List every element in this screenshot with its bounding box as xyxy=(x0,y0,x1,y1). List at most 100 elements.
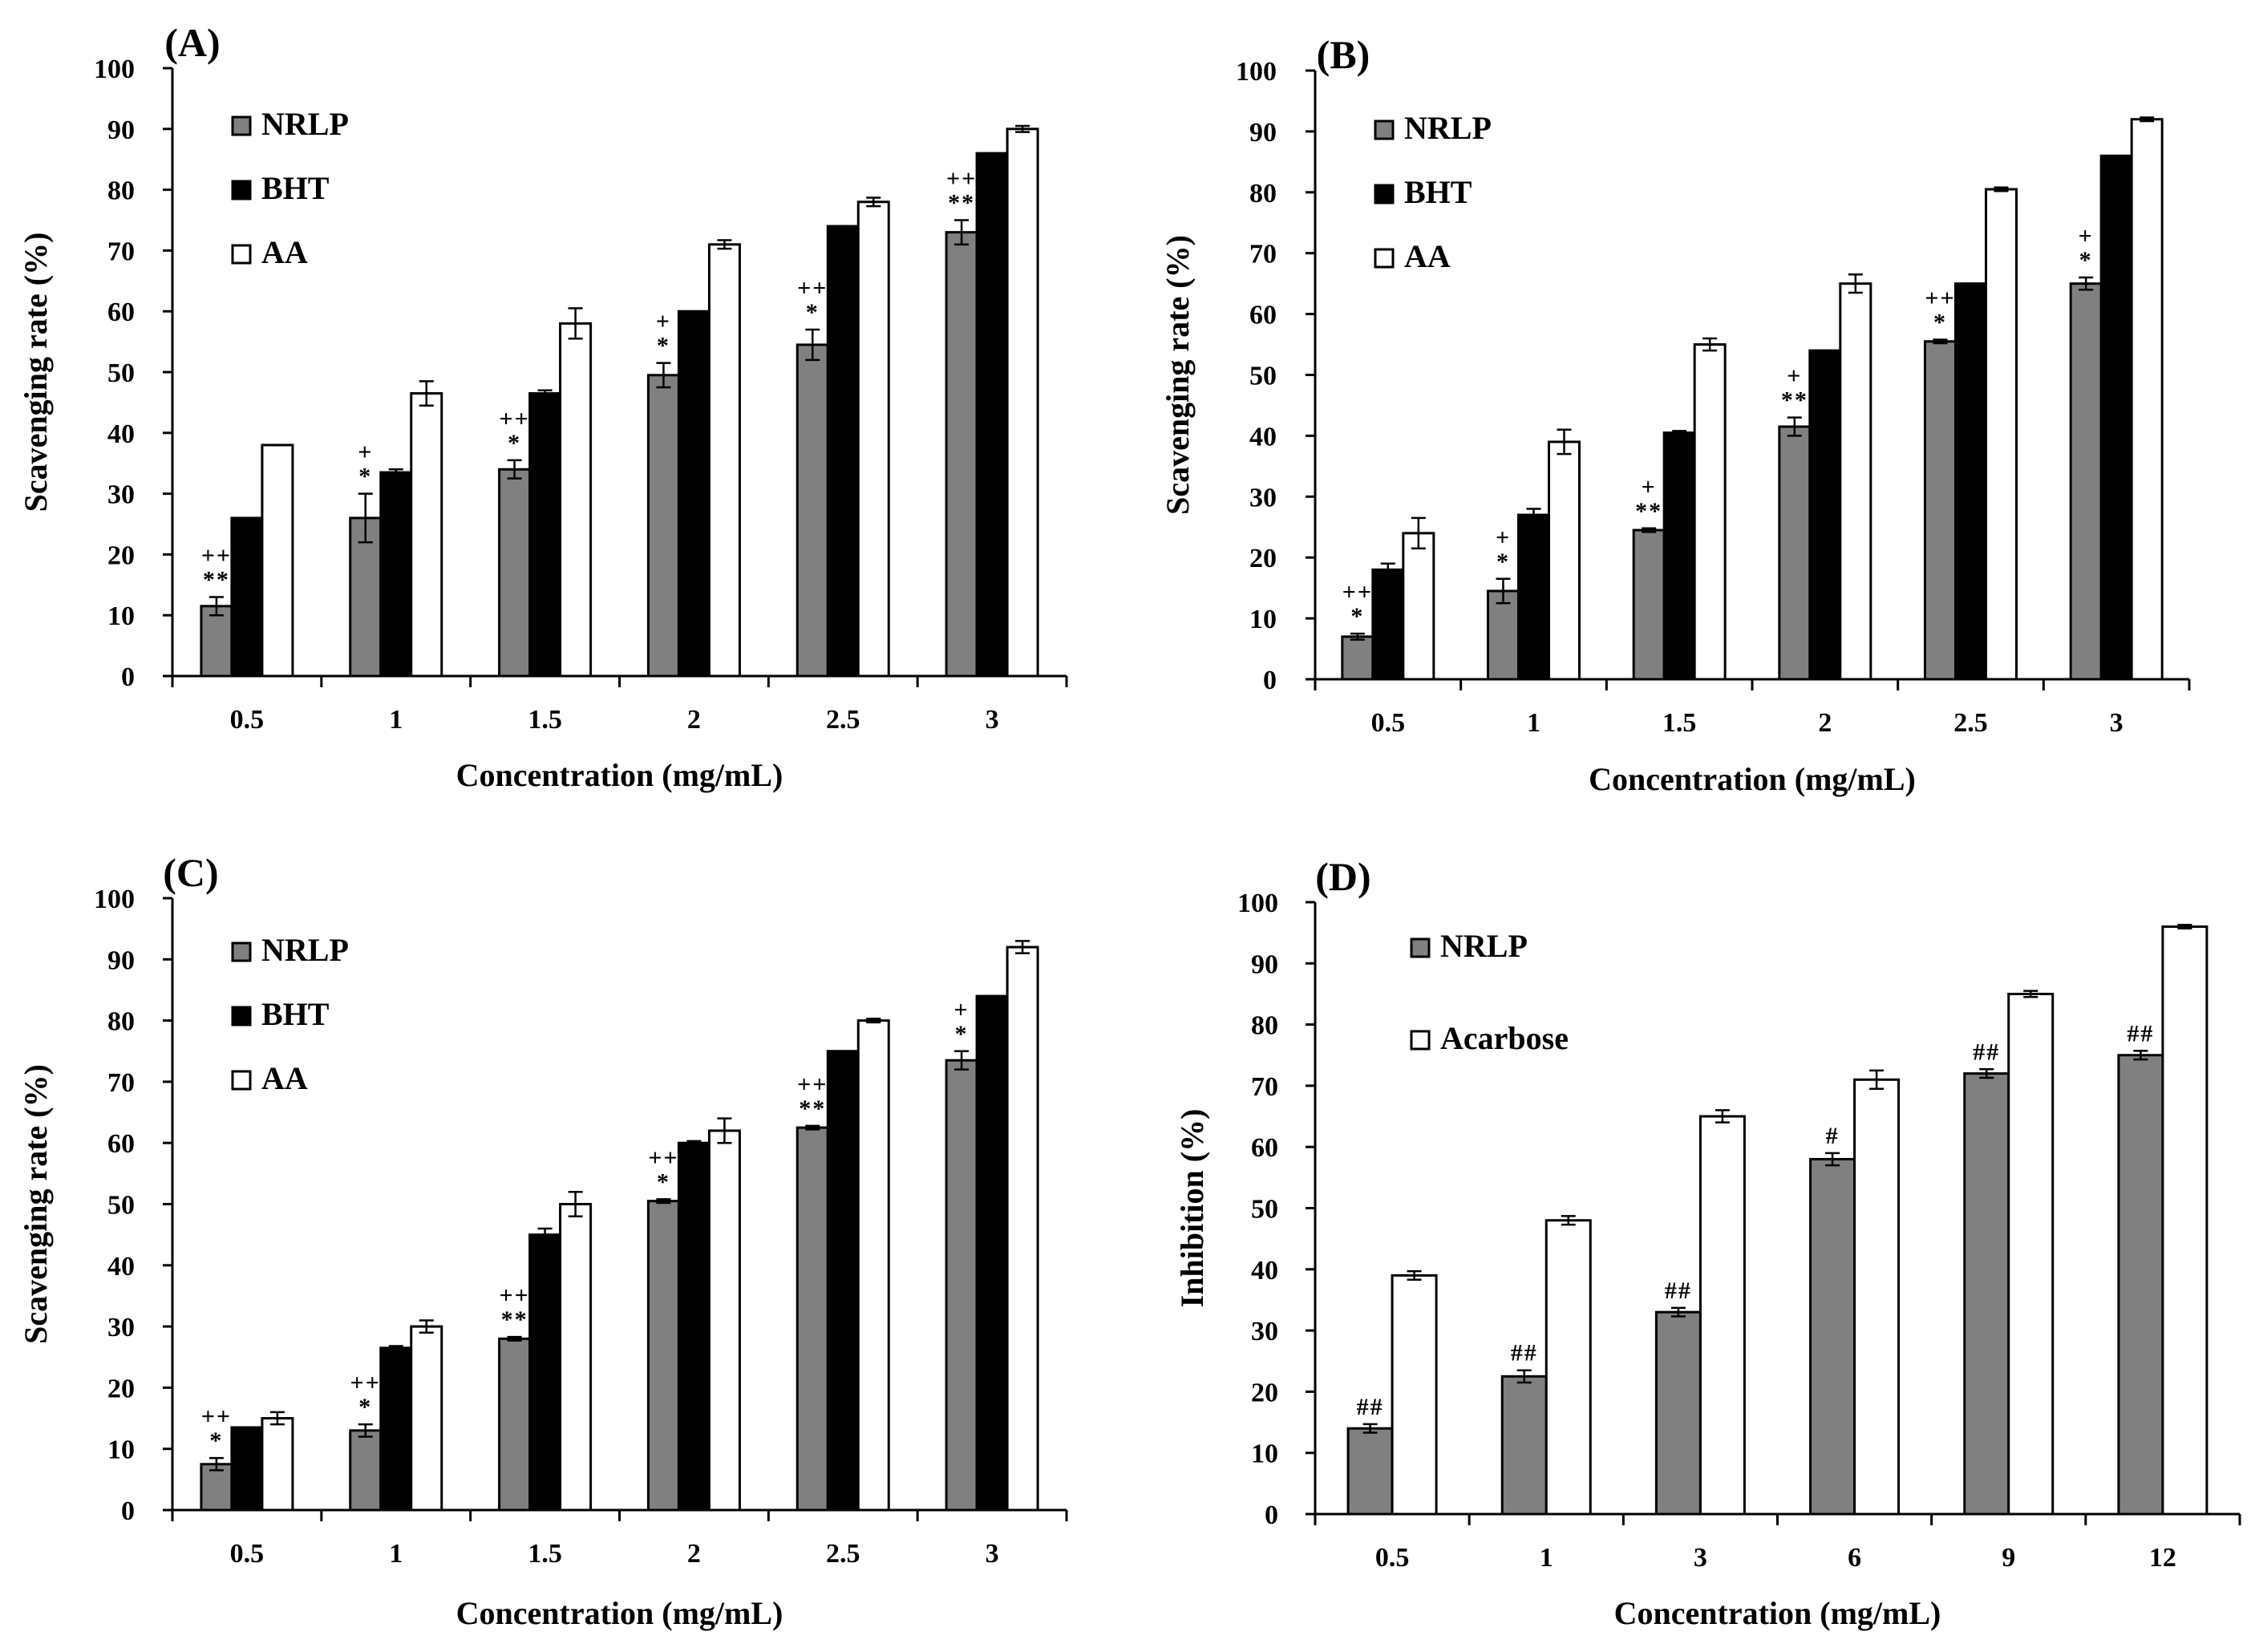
bar-nrlp-1 xyxy=(349,1429,383,1512)
x-tick-label: 0.5 xyxy=(230,1539,265,1569)
significance-label: * xyxy=(657,1168,670,1195)
bar-nrlp-5 xyxy=(2069,282,2103,681)
y-axis-title: Scavenging rate (%) xyxy=(18,1064,54,1344)
significance-label: ** xyxy=(799,1095,826,1122)
significance-label: * xyxy=(955,1021,969,1047)
legend-label-acarbose: Acarbose xyxy=(1440,1020,1569,1056)
significance-label: ++ xyxy=(1342,579,1373,605)
legend-swatch-acarbose xyxy=(1410,1030,1431,1051)
bar-bht-4 xyxy=(1954,282,1987,681)
legend-swatch-nrlp xyxy=(1374,119,1395,140)
significance-label: * xyxy=(508,430,521,456)
y-tick-label: 100 xyxy=(94,885,135,914)
legend-label-nrlp: NRLP xyxy=(261,932,349,968)
y-tick-label: 40 xyxy=(107,1252,135,1282)
x-tick-label: 1 xyxy=(1527,708,1540,738)
y-tick-label: 20 xyxy=(107,1374,135,1403)
y-tick-label: 30 xyxy=(107,1313,135,1342)
bar-aa-1 xyxy=(410,1325,443,1512)
significance-label: ++ xyxy=(201,542,232,569)
significance-label: ## xyxy=(1665,1277,1692,1304)
x-tick-label: 1 xyxy=(389,1539,403,1569)
bar-nrlp-1 xyxy=(349,516,383,678)
y-tick-label: 70 xyxy=(107,237,135,266)
x-tick-label: 2.5 xyxy=(826,705,860,735)
bar-nrlp-0 xyxy=(1341,635,1374,681)
y-tick-label: 20 xyxy=(1249,544,1277,573)
legend-label-nrlp: NRLP xyxy=(1440,928,1528,964)
x-axis-title: Concentration (mg/mL) xyxy=(1614,1595,1941,1631)
bar-bht-0 xyxy=(230,1426,264,1512)
x-axis-title: Concentration (mg/mL) xyxy=(456,757,783,793)
bar-acarbose-5 xyxy=(2161,925,2208,1516)
x-tick-label: 2 xyxy=(1818,708,1832,738)
y-tick-label: 10 xyxy=(107,601,135,631)
x-tick-label: 1.5 xyxy=(1662,708,1697,738)
y-tick-label: 30 xyxy=(107,480,135,510)
y-tick-label: 50 xyxy=(1249,362,1277,391)
y-tick-label: 0 xyxy=(1265,1500,1278,1530)
x-tick-label: 2 xyxy=(687,705,701,735)
y-tick-label: 40 xyxy=(107,419,135,449)
y-tick-label: 50 xyxy=(107,1191,135,1221)
bar-bht-1 xyxy=(1517,513,1550,681)
y-tick-label: 40 xyxy=(1251,1256,1278,1286)
x-tick-label: 1 xyxy=(389,705,403,735)
x-tick-label: 3 xyxy=(986,1539,999,1569)
bar-bht-5 xyxy=(975,152,1009,678)
x-tick-label: 3 xyxy=(1694,1543,1707,1573)
x-tick-label: 0.5 xyxy=(230,705,265,735)
significance-label: ++ xyxy=(946,166,977,192)
bar-nrlp-4 xyxy=(796,343,829,678)
significance-label: * xyxy=(2079,247,2093,273)
bar-bht-2 xyxy=(528,1233,562,1512)
significance-label: ++ xyxy=(1925,285,1955,311)
significance-label: + xyxy=(656,309,671,335)
significance-label: + xyxy=(1787,363,1802,390)
significance-label: ## xyxy=(2127,1020,2154,1047)
x-tick-label: 1.5 xyxy=(528,705,562,735)
bar-bht-0 xyxy=(1371,568,1405,681)
bar-bht-4 xyxy=(826,225,860,678)
y-tick-label: 40 xyxy=(1249,422,1277,451)
bar-aa-3 xyxy=(707,1129,741,1512)
significance-label: * xyxy=(1350,603,1364,630)
significance-label: ++ xyxy=(499,1282,529,1309)
significance-label: ++ xyxy=(797,1071,828,1098)
y-tick-label: 60 xyxy=(1249,301,1277,330)
legend-swatch-nrlp xyxy=(231,115,252,136)
significance-label: ++ xyxy=(201,1403,232,1430)
y-tick-label: 100 xyxy=(1236,57,1277,87)
bar-nrlp-2 xyxy=(1654,1310,1702,1516)
bar-aa-4 xyxy=(856,200,890,678)
bar-nrlp-0 xyxy=(1346,1427,1394,1516)
bar-aa-5 xyxy=(1006,128,1039,678)
bar-nrlp-1 xyxy=(1487,589,1520,681)
x-tick-label: 9 xyxy=(2002,1543,2015,1573)
bar-aa-4 xyxy=(1985,188,2018,681)
y-tick-label: 90 xyxy=(1251,949,1278,979)
legend-swatch-bht xyxy=(1374,184,1395,204)
y-tick-label: 60 xyxy=(107,1129,135,1159)
significance-label: ** xyxy=(501,1306,528,1333)
legend-label-bht: BHT xyxy=(261,996,330,1032)
significance-label: + xyxy=(954,997,970,1023)
bar-acarbose-4 xyxy=(2007,992,2055,1516)
y-tick-label: 70 xyxy=(1251,1072,1278,1102)
bar-acarbose-1 xyxy=(1544,1219,1592,1516)
significance-label: * xyxy=(358,464,372,490)
x-tick-label: 12 xyxy=(2149,1543,2176,1573)
y-tick-label: 10 xyxy=(1249,605,1277,634)
bar-aa-1 xyxy=(1548,440,1581,681)
bar-nrlp-3 xyxy=(1778,425,1812,681)
significance-label: ## xyxy=(1973,1039,2000,1065)
y-tick-label: 30 xyxy=(1249,483,1277,512)
bar-nrlp-3 xyxy=(646,1200,680,1512)
y-tick-label: 0 xyxy=(121,662,135,692)
y-tick-label: 90 xyxy=(1249,118,1277,148)
significance-label: ** xyxy=(1635,498,1662,524)
significance-label: ++ xyxy=(350,1370,381,1396)
y-axis-title: Inhibition (%) xyxy=(1174,1109,1210,1308)
